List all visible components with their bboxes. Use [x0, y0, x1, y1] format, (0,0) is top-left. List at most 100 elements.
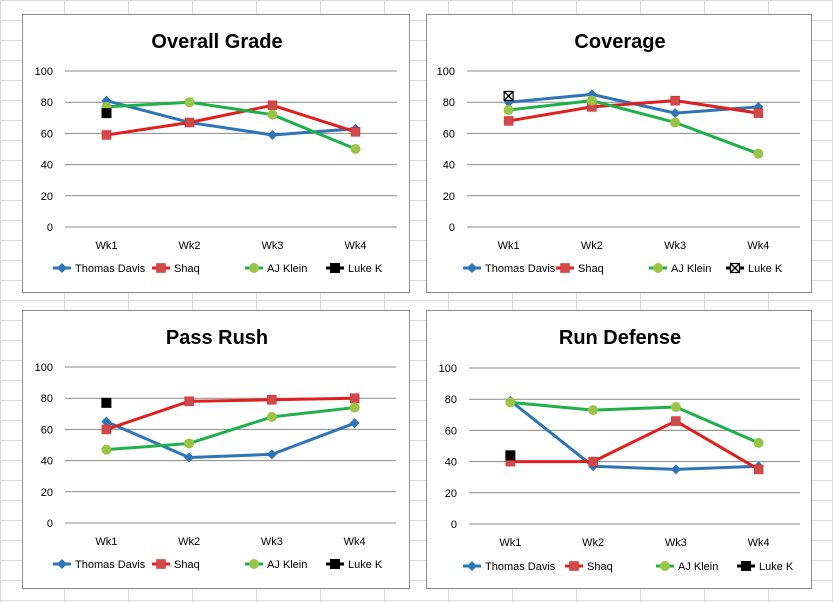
- data-point-thomas-davis: [266, 449, 277, 460]
- data-point-shaq: [350, 127, 361, 137]
- legend-item-shaq[interactable]: Shaq: [556, 263, 604, 275]
- legend-item-shaq[interactable]: Shaq: [152, 263, 200, 275]
- chart-title: Coverage: [574, 31, 665, 53]
- data-point-aj-klein: [753, 148, 764, 159]
- x-tick-label: Wk4: [747, 240, 769, 252]
- y-tick-label: 0: [47, 518, 53, 530]
- legend-label: Shaq: [174, 263, 200, 275]
- legend-label: AJ Klein: [267, 559, 307, 571]
- legend-marker: [156, 263, 166, 273]
- chart-svg-coverage: Coverage 0 20 40 60 80 100 Wk1 Wk2 Wk3 Wk4 Thomas …: [437, 31, 800, 275]
- y-tick-label: 20: [445, 488, 457, 500]
- data-point-aj-klein: [586, 95, 597, 106]
- legend-item-aj-klein[interactable]: AJ Klein: [649, 263, 711, 275]
- data-point-luke-k: [505, 450, 516, 461]
- data-point-shaq: [349, 393, 360, 403]
- chart-panel-coverage[interactable]: Coverage 0 20 40 60 80 100 Wk1 Wk2 Wk3 Wk4 Thomas …: [426, 14, 812, 293]
- legend-item-shaq[interactable]: Shaq: [565, 561, 613, 573]
- legend-item-shaq[interactable]: Shaq: [152, 559, 200, 571]
- legend-item-aj-klein[interactable]: AJ Klein: [656, 561, 718, 573]
- chart-panel-run-defense[interactable]: Run Defense 0 20 40 60 80 100 Wk1 Wk2 Wk3 Wk4 Thom…: [426, 310, 812, 589]
- x-tick-label: Wk2: [581, 240, 603, 252]
- data-point-aj-klein: [101, 444, 112, 455]
- x-tick-label: Wk4: [344, 536, 366, 548]
- data-point-shaq: [753, 108, 764, 118]
- series-line-aj-klein: [106, 406, 355, 452]
- x-tick-label: Wk4: [345, 240, 367, 252]
- legend-marker: [57, 559, 67, 569]
- legend-marker: [330, 263, 340, 273]
- legend-item-luke-k[interactable]: Luke K: [326, 263, 383, 275]
- x-tick-label: Wk3: [261, 536, 283, 548]
- legend-label: Thomas Davis: [75, 559, 146, 571]
- legend-label: Shaq: [174, 559, 200, 571]
- data-point-thomas-davis: [267, 129, 278, 140]
- x-tick-label: Wk2: [179, 240, 201, 252]
- data-point-shaq: [588, 456, 598, 467]
- legend-item-thomas-davis[interactable]: Thomas Davis: [463, 561, 556, 573]
- data-point-shaq: [267, 100, 278, 111]
- legend-marker: [57, 263, 67, 273]
- data-point-thomas-davis: [670, 108, 681, 119]
- y-tick-label: 60: [443, 128, 455, 140]
- data-point-shaq: [670, 95, 680, 106]
- y-tick-label: 80: [41, 393, 53, 405]
- legend-marker: [249, 263, 259, 273]
- legend-marker: [569, 561, 579, 571]
- y-tick-label: 0: [449, 222, 455, 234]
- legend-marker: [560, 263, 570, 273]
- data-point-luke-k: [101, 397, 112, 408]
- series-line-shaq: [106, 103, 356, 137]
- legend-label: AJ Klein: [678, 561, 718, 573]
- legend-item-aj-klein[interactable]: AJ Klein: [245, 263, 307, 275]
- legend-marker: [660, 561, 670, 571]
- y-tick-label: 40: [41, 456, 53, 468]
- data-point-luke-k: [101, 108, 112, 119]
- data-point-thomas-davis: [349, 418, 360, 429]
- legend-label: Thomas Davis: [75, 263, 146, 275]
- legend-item-luke-k[interactable]: Luke K: [326, 559, 383, 571]
- y-tick-label: 60: [41, 128, 53, 140]
- legend-item-thomas-davis[interactable]: Thomas Davis: [53, 263, 146, 275]
- data-point-aj-klein: [588, 405, 599, 416]
- legend-marker: [741, 561, 751, 571]
- y-tick-label: 100: [35, 66, 53, 78]
- data-point-aj-klein: [505, 397, 516, 408]
- legend-marker: [653, 263, 663, 273]
- legend-label: Shaq: [587, 561, 613, 573]
- legend-label: Luke K: [759, 561, 794, 573]
- y-tick-label: 0: [47, 222, 53, 234]
- legend-item-thomas-davis[interactable]: Thomas Davis: [53, 559, 146, 571]
- y-tick-label: 40: [445, 457, 457, 469]
- legend-label: Shaq: [578, 263, 604, 275]
- data-point-thomas-davis: [184, 452, 195, 463]
- chart-panel-pass-rush[interactable]: Pass Rush 0 20 40 60 80 100 Wk1 Wk2 Wk3 Wk4 Thomas…: [22, 310, 410, 589]
- data-point-aj-klein: [503, 105, 514, 115]
- y-tick-label: 60: [41, 424, 53, 436]
- chart-panel-overall-grade[interactable]: Overall Grade 0 20 40 60 80 100 Wk1 Wk2 Wk3 Wk4 Th…: [22, 14, 410, 293]
- x-tick-label: Wk4: [748, 537, 770, 549]
- legend-marker: [729, 262, 741, 274]
- y-tick-label: 40: [41, 160, 53, 172]
- y-tick-label: 80: [445, 394, 457, 406]
- x-tick-label: Wk3: [664, 240, 686, 252]
- x-tick-label: Wk1: [499, 537, 521, 549]
- x-tick-label: Wk3: [665, 537, 687, 549]
- series-line-shaq: [105, 396, 355, 431]
- legend-label: Thomas Davis: [485, 263, 556, 275]
- legend-label: Luke K: [348, 263, 383, 275]
- chart-title: Overall Grade: [151, 31, 282, 53]
- data-point-shaq: [753, 464, 764, 475]
- data-point-aj-klein: [184, 97, 195, 108]
- data-point-aj-klein: [350, 144, 361, 154]
- y-tick-label: 0: [451, 519, 457, 531]
- legend-item-luke-k[interactable]: Luke K: [726, 262, 783, 275]
- legend-item-thomas-davis[interactable]: Thomas Davis: [463, 263, 556, 275]
- legend-item-aj-klein[interactable]: AJ Klein: [245, 559, 307, 571]
- chart-title: Run Defense: [559, 327, 681, 349]
- data-point-aj-klein: [184, 438, 195, 449]
- legend-item-luke-k[interactable]: Luke K: [737, 561, 794, 573]
- data-point-aj-klein: [267, 109, 278, 120]
- y-tick-label: 20: [41, 487, 53, 499]
- legend-marker: [249, 559, 259, 569]
